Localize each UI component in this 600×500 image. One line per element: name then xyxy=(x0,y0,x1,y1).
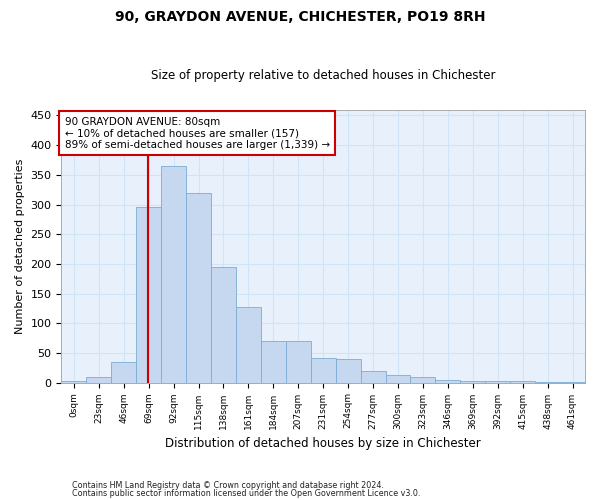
Title: Size of property relative to detached houses in Chichester: Size of property relative to detached ho… xyxy=(151,69,496,82)
Bar xyxy=(211,267,236,382)
Bar xyxy=(386,376,410,382)
Bar xyxy=(460,381,485,382)
Bar xyxy=(161,166,186,382)
Bar xyxy=(111,362,136,382)
Bar xyxy=(86,376,111,382)
Bar xyxy=(236,306,261,382)
Bar xyxy=(311,358,335,382)
Text: 90 GRAYDON AVENUE: 80sqm
← 10% of detached houses are smaller (157)
89% of semi-: 90 GRAYDON AVENUE: 80sqm ← 10% of detach… xyxy=(65,116,330,150)
Bar xyxy=(410,376,436,382)
Y-axis label: Number of detached properties: Number of detached properties xyxy=(15,158,25,334)
Bar xyxy=(436,380,460,382)
Text: Contains public sector information licensed under the Open Government Licence v3: Contains public sector information licen… xyxy=(72,488,421,498)
Bar xyxy=(136,208,161,382)
Text: 90, GRAYDON AVENUE, CHICHESTER, PO19 8RH: 90, GRAYDON AVENUE, CHICHESTER, PO19 8RH xyxy=(115,10,485,24)
Bar xyxy=(186,192,211,382)
Bar xyxy=(335,359,361,382)
Bar xyxy=(286,341,311,382)
Bar xyxy=(361,370,386,382)
Bar xyxy=(261,341,286,382)
Text: Contains HM Land Registry data © Crown copyright and database right 2024.: Contains HM Land Registry data © Crown c… xyxy=(72,481,384,490)
X-axis label: Distribution of detached houses by size in Chichester: Distribution of detached houses by size … xyxy=(166,437,481,450)
Bar xyxy=(61,381,86,382)
